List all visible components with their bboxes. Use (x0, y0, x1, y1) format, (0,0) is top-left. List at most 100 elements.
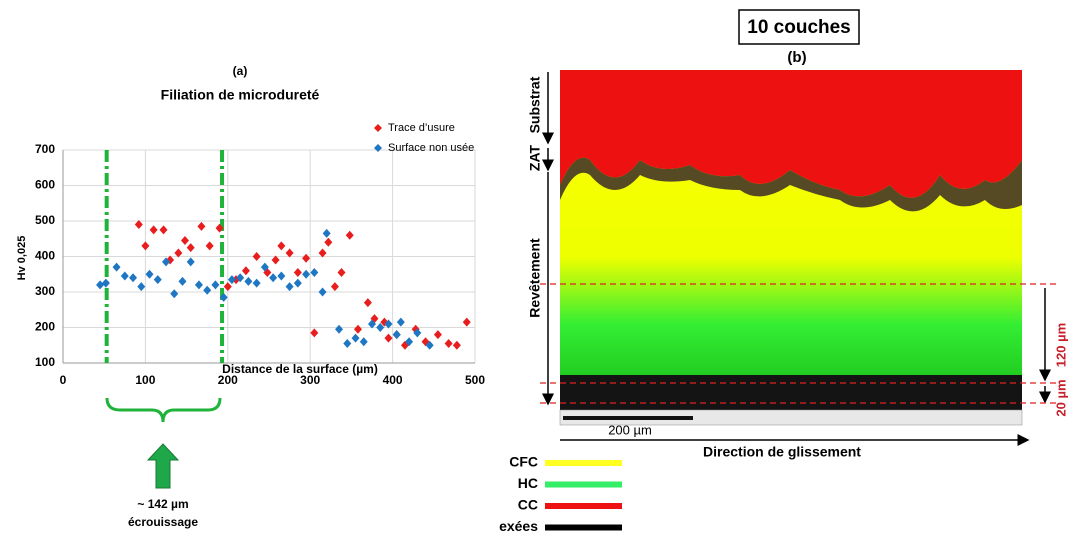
point (241, 266, 250, 276)
point (351, 333, 360, 343)
y-tick-label: 400 (35, 249, 55, 263)
phase-legend: CFC HC CC exées (499, 454, 622, 534)
point (145, 269, 154, 279)
point (134, 220, 143, 230)
x-tick-label: 500 (465, 373, 485, 387)
phase-label: exées (499, 518, 538, 534)
point (252, 278, 261, 288)
zone-label: Substrat (527, 76, 543, 133)
point (324, 237, 333, 247)
chart-title: Filiation de microdureté (161, 87, 320, 103)
micrograph (559, 70, 1023, 426)
point (236, 273, 245, 283)
x-tick-label: 100 (135, 373, 155, 387)
figure-label: (b) (787, 49, 806, 66)
legend-label: Trace d’usure (388, 122, 455, 134)
point (197, 221, 206, 231)
point (101, 278, 110, 288)
legend-label: Surface non usée (388, 142, 474, 154)
zone-label: Revêtement (527, 238, 543, 318)
point (153, 275, 162, 285)
point (194, 280, 203, 290)
point (302, 253, 311, 263)
x-tick-label: 300 (300, 373, 320, 387)
y-axis-label: Hv 0,025 (16, 236, 28, 281)
point (129, 273, 138, 283)
point (293, 278, 302, 288)
point (337, 267, 346, 277)
legend-marker (374, 124, 382, 132)
point (285, 282, 294, 292)
point (137, 282, 146, 292)
figure-title: 10 couches (747, 17, 851, 38)
point (159, 225, 168, 235)
point (285, 248, 294, 258)
point (376, 323, 385, 332)
point (462, 317, 471, 327)
zone-label: ZAT (527, 144, 543, 171)
point (343, 338, 352, 348)
point (180, 236, 189, 246)
point (141, 241, 150, 251)
point (345, 230, 354, 240)
point (149, 225, 158, 235)
x-tick-label: 0 (60, 373, 67, 387)
point (396, 317, 405, 327)
phase-label: CC (518, 497, 538, 513)
y-tick-label: 600 (35, 178, 55, 192)
point (260, 262, 269, 272)
x-tick-label: 200 (218, 373, 238, 387)
point (244, 276, 253, 286)
point (112, 262, 121, 272)
point (203, 285, 212, 295)
point (302, 269, 311, 279)
x-axis-label: Distance de la surface (µm) (222, 362, 378, 376)
point (353, 324, 362, 334)
y-tick-label: 300 (35, 284, 55, 298)
point (277, 241, 286, 251)
point (318, 287, 327, 297)
point (405, 337, 414, 347)
point (211, 280, 220, 290)
point (269, 273, 278, 283)
point (413, 328, 422, 338)
x-tick-label: 400 (383, 373, 403, 387)
point (318, 248, 327, 258)
arrow (146, 443, 180, 489)
point (205, 241, 214, 251)
point (174, 248, 183, 258)
point (310, 267, 319, 277)
point (452, 340, 461, 350)
point (330, 282, 339, 292)
point (170, 289, 179, 299)
point (425, 340, 434, 350)
point (322, 228, 331, 238)
point (223, 282, 232, 292)
point (219, 292, 228, 302)
point (215, 223, 224, 233)
point (392, 330, 401, 340)
point (444, 338, 453, 348)
point (186, 257, 195, 267)
point (227, 275, 236, 285)
bracket (105, 397, 222, 423)
y-tick-label: 500 (35, 213, 55, 227)
point (368, 319, 376, 329)
phase-label: CFC (509, 454, 538, 470)
y-tick-label: 200 (35, 320, 55, 334)
point (384, 333, 393, 343)
zone-arrows (542, 72, 1051, 446)
point (186, 243, 195, 253)
point (120, 271, 129, 281)
annotation: ~ 142 µm (137, 497, 188, 511)
y-tick-label: 700 (35, 142, 55, 156)
scale-bar-label: 200 µm (608, 422, 652, 437)
point (310, 328, 319, 338)
phase-label: HC (518, 475, 538, 491)
dashed-lines (540, 283, 1060, 404)
point (96, 280, 105, 290)
direction-label: Direction de glissement (703, 444, 861, 460)
title-box (738, 9, 860, 45)
y-tick-label: 100 (35, 355, 55, 369)
